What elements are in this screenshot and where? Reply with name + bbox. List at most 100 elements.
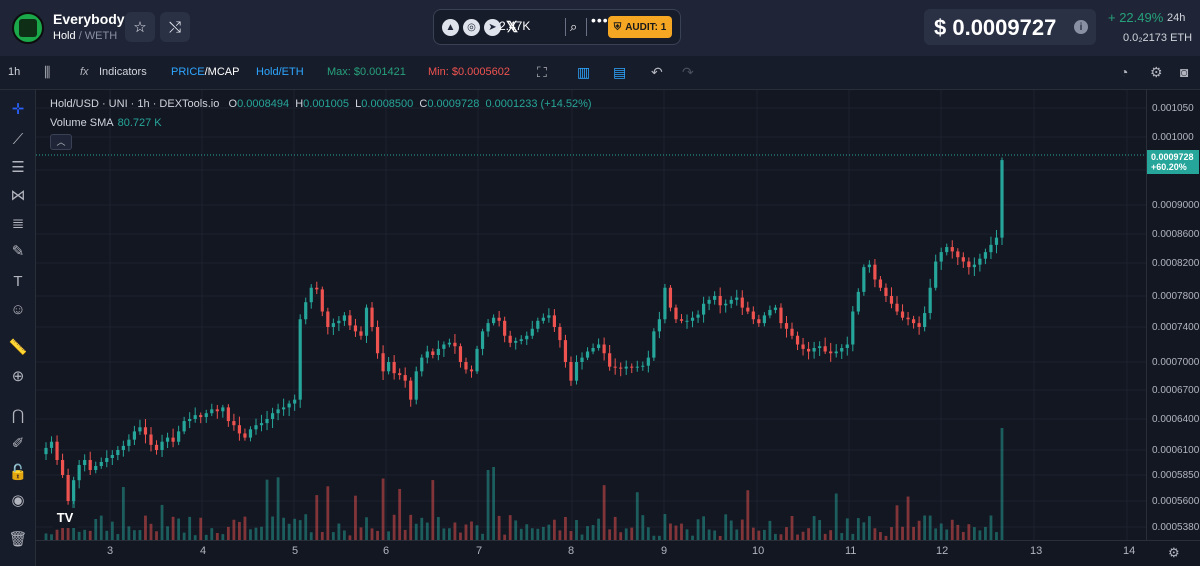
volume-bar	[834, 493, 838, 540]
max-price: Max: $0.001421	[327, 66, 406, 78]
volume-chart-icon[interactable]: ▤	[613, 64, 627, 80]
candle-body	[840, 348, 844, 352]
candle-body	[713, 296, 717, 300]
telegram-icon[interactable]: ➤	[484, 19, 501, 36]
fullscreen-icon[interactable]: ⛶	[537, 64, 547, 80]
favorite-star-icon[interactable]: ☆	[125, 12, 155, 42]
candle-body	[237, 425, 242, 434]
candle-body	[624, 366, 628, 369]
fx-icon[interactable]: fx	[80, 66, 89, 78]
candle-body	[856, 291, 860, 312]
pattern-icon[interactable]: ⋈	[10, 187, 26, 204]
volume-bar	[486, 470, 490, 540]
token-logo	[12, 12, 44, 44]
interval-selector[interactable]: 1h	[8, 66, 21, 78]
candle-body	[784, 323, 789, 329]
candle-type-icon[interactable]: ⫼	[44, 64, 51, 80]
redo-icon[interactable]: ↷	[682, 64, 694, 80]
volume-bar	[823, 533, 827, 540]
bar-chart-icon[interactable]: ▥	[577, 64, 591, 80]
search-icon[interactable]: ⌕	[570, 19, 578, 34]
price-tick-label: 0.0008600	[1152, 229, 1200, 240]
volume-bar	[77, 531, 81, 540]
fib-retracement-icon[interactable]: ≣	[11, 215, 25, 232]
volume-bar	[221, 534, 225, 540]
candle-body	[552, 315, 556, 327]
lock-drawing-icon[interactable]: ✐	[11, 435, 25, 452]
volume-bar	[138, 530, 142, 540]
pair-quote: / WETH	[78, 30, 118, 42]
indicators-button[interactable]: Indicators	[99, 66, 147, 78]
undo-icon[interactable]: ↶	[651, 64, 663, 80]
volume-bar	[912, 526, 915, 540]
candle-body	[171, 437, 175, 442]
crosshair-icon[interactable]: ✛	[11, 101, 25, 118]
candle-body	[66, 475, 70, 501]
horizontal-lines-icon[interactable]: ☰	[11, 159, 25, 176]
time-axis[interactable]	[36, 540, 1200, 566]
eth-price: 0.0₂2173 ETH	[1123, 32, 1193, 44]
volume-bar	[663, 514, 667, 540]
candle-body	[326, 311, 330, 327]
share-icon[interactable]: ⤭	[160, 12, 190, 42]
volume-bar	[945, 529, 949, 540]
zoom-in-icon[interactable]: ⊕	[11, 368, 25, 385]
volume-bar	[44, 533, 48, 540]
trend-line-icon[interactable]: ⟋	[12, 131, 24, 148]
candle-body	[49, 441, 54, 448]
ruler-icon[interactable]: 📏	[8, 339, 28, 356]
volume-bar	[50, 534, 53, 540]
candle-body	[508, 335, 512, 343]
camera-icon[interactable]: ◙	[1180, 64, 1189, 80]
candle-body	[165, 437, 170, 442]
volume-bar	[829, 530, 833, 540]
volume-bar	[956, 524, 960, 540]
price-option[interactable]: PRICE	[171, 66, 205, 78]
volume-bar	[265, 479, 269, 540]
eye-icon[interactable]: ◉	[11, 492, 25, 509]
current-price: $ 0.0009727	[934, 15, 1057, 40]
time-tick-label: 9	[661, 545, 668, 557]
candle-body	[226, 407, 230, 422]
unlock-icon[interactable]: 🔓	[8, 464, 28, 481]
candle-body	[829, 351, 833, 354]
candle-body	[939, 252, 943, 262]
volume-bar	[790, 515, 794, 540]
pair-toggle[interactable]: Hold/ETH	[256, 66, 304, 78]
time-tick-label: 14	[1123, 545, 1136, 557]
settings-gear-icon[interactable]: ⚙	[1150, 64, 1163, 80]
collapse-legend-button[interactable]: ︿	[50, 134, 72, 150]
axis-settings-gear-icon[interactable]: ⚙	[1168, 545, 1180, 560]
price-mcap-toggle[interactable]: PRICE/MCAP	[171, 66, 239, 78]
text-tool-icon[interactable]: T	[13, 273, 23, 290]
candle-body	[950, 247, 954, 252]
more-options-icon[interactable]: •••	[591, 12, 609, 28]
candle-body	[492, 317, 496, 324]
candle-body	[425, 351, 429, 358]
trash-icon[interactable]: 🗑	[8, 531, 28, 548]
candle-body	[983, 252, 988, 259]
volume-bar	[657, 535, 661, 540]
dextools-icon[interactable]: ▲	[442, 19, 459, 36]
x-twitter-icon[interactable]: 𝕏	[506, 19, 519, 36]
info-icon[interactable]: i	[1074, 20, 1088, 34]
tradingview-logo[interactable]: TV	[52, 508, 78, 528]
candle-body	[276, 409, 280, 414]
emoji-icon[interactable]: ☺	[10, 301, 26, 318]
volume-bar	[88, 530, 92, 540]
volume-bar	[939, 523, 943, 540]
magnet-icon[interactable]: ⋂	[11, 407, 25, 424]
mcap-option[interactable]: /MCAP	[204, 66, 240, 78]
volume-bar	[762, 529, 766, 540]
audit-badge[interactable]: ⛨ AUDIT: 1	[608, 16, 672, 38]
price-chart[interactable]	[36, 90, 1146, 540]
candle-body	[497, 317, 501, 321]
brush-icon[interactable]: ✎	[11, 243, 25, 260]
candle-body	[132, 431, 137, 440]
candle-body	[320, 289, 324, 312]
candle-body	[878, 279, 883, 288]
website-globe-icon[interactable]: ◎	[463, 19, 480, 36]
volume-bar	[514, 520, 518, 540]
clock-icon[interactable]: ◔	[1120, 64, 1129, 80]
